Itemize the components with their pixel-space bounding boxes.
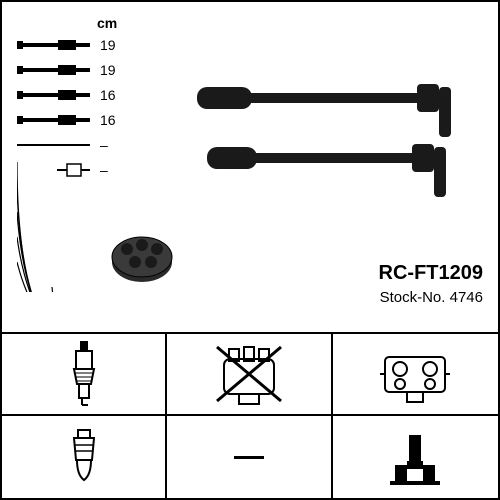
ignition-cables-icon bbox=[192, 72, 482, 202]
terminal-cell bbox=[333, 416, 498, 498]
dash-cell bbox=[167, 416, 332, 498]
wire-length: 16 bbox=[100, 87, 116, 103]
wire-length: – bbox=[100, 137, 108, 153]
wire-length: 19 bbox=[100, 62, 116, 78]
boot-cell bbox=[2, 416, 167, 498]
icon-grid bbox=[2, 332, 498, 498]
unit-label: cm bbox=[97, 15, 117, 31]
wire-connector-icon bbox=[17, 37, 92, 53]
wire-length: 16 bbox=[100, 112, 116, 128]
part-info: RC-FT1209 Stock-No. 4746 bbox=[379, 262, 483, 306]
boot-icon bbox=[64, 425, 104, 490]
spark-plug-cell bbox=[2, 334, 167, 416]
stock-number: Stock-No. 4746 bbox=[379, 289, 483, 306]
coil-pack-icon bbox=[375, 342, 455, 407]
coil-pack-cell bbox=[333, 334, 498, 416]
diagram-container: cm 19 19 bbox=[0, 0, 500, 500]
wire-row: – bbox=[17, 135, 108, 155]
wire-row: 16 bbox=[17, 85, 116, 105]
wire-convergence-icon bbox=[17, 162, 112, 292]
wire-list-diagram: cm 19 19 bbox=[7, 7, 177, 277]
wire-row: 19 bbox=[17, 35, 116, 55]
wire-connector-icon bbox=[17, 87, 92, 103]
cable-photo bbox=[192, 72, 482, 207]
dash-icon bbox=[234, 456, 264, 459]
wire-connector-icon bbox=[17, 62, 92, 78]
wire-length: 19 bbox=[100, 37, 116, 53]
terminal-icon bbox=[385, 427, 445, 487]
distributor-cap-icon bbox=[107, 227, 177, 287]
distributor-crossed-cell bbox=[167, 334, 332, 416]
spark-plug-icon bbox=[64, 339, 104, 409]
wire-row: 16 bbox=[17, 110, 116, 130]
distributor-cap-crossed-icon bbox=[209, 339, 289, 409]
wire-connector-icon bbox=[17, 137, 92, 153]
top-section: cm 19 19 bbox=[2, 2, 498, 332]
model-number: RC-FT1209 bbox=[379, 262, 483, 285]
wire-connector-icon bbox=[17, 112, 92, 128]
wire-row: 19 bbox=[17, 60, 116, 80]
